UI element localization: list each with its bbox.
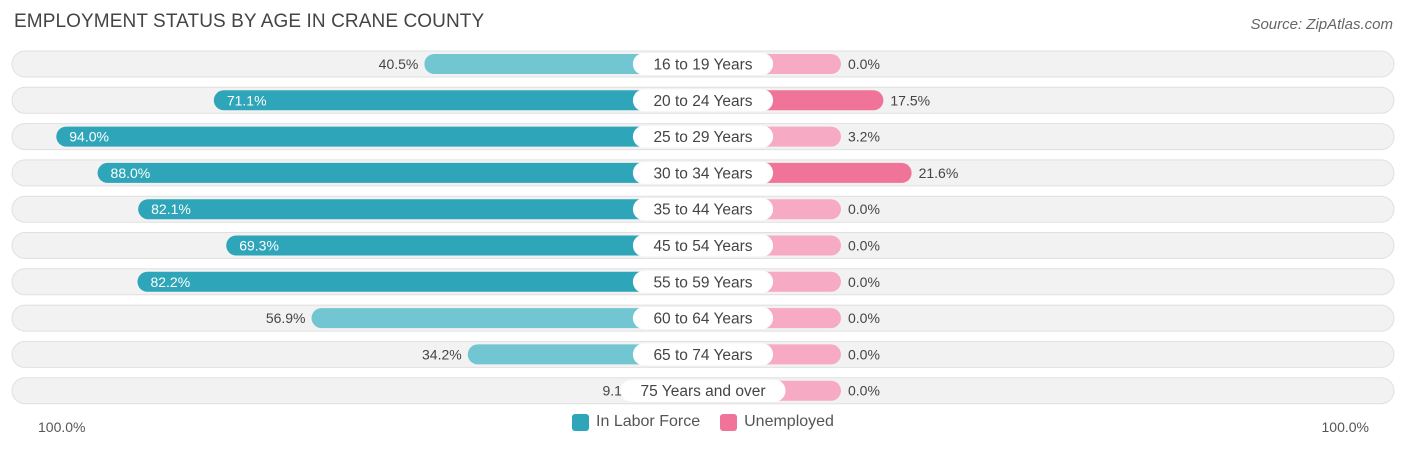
unemployed-value-label: 0.0%	[848, 201, 880, 217]
category-label: 30 to 34 Years	[653, 165, 752, 182]
category-pill	[632, 161, 774, 184]
labor-force-bar	[213, 90, 703, 111]
unemployed-value-label: 21.6%	[919, 165, 959, 181]
legend-swatch-unemployed	[720, 413, 738, 431]
category-label: 16 to 19 Years	[653, 57, 752, 74]
category-label: 25 to 29 Years	[653, 129, 752, 146]
labor-force-bar	[56, 126, 703, 147]
category-pill	[632, 307, 774, 330]
labor-value-label: 69.3%	[239, 238, 279, 254]
unemployed-value-label: 0.0%	[848, 56, 880, 72]
labor-force-bar	[424, 54, 703, 74]
labor-force-bar	[226, 235, 703, 256]
chart-title: EMPLOYMENT STATUS BY AGE IN CRANE COUNTY	[14, 11, 485, 32]
labor-value-label: 82.2%	[150, 274, 190, 290]
axis-left-label: 100.0%	[38, 419, 86, 435]
unemployed-value-label: 0.0%	[848, 310, 880, 326]
unemployed-value-label: 0.0%	[848, 274, 880, 290]
legend: In Labor Force Unemployed	[0, 413, 1406, 431]
category-pill	[620, 379, 786, 402]
labor-force-bar	[137, 271, 704, 292]
category-label: 75 Years and over	[641, 383, 766, 400]
labor-force-bar	[311, 308, 703, 329]
unemployed-value-label: 17.5%	[890, 92, 930, 108]
category-label: 45 to 54 Years	[653, 238, 752, 255]
unemployed-value-label: 0.0%	[848, 238, 880, 254]
legend-label-unemployed: Unemployed	[744, 413, 834, 430]
unemployed-value-label: 0.0%	[848, 346, 880, 362]
labor-value-label: 71.1%	[227, 92, 267, 108]
category-pill	[632, 234, 774, 257]
category-pill	[632, 270, 774, 293]
labor-value-label: 34.2%	[422, 346, 462, 362]
category-label: 60 to 64 Years	[653, 311, 752, 328]
labor-value-label: 56.9%	[266, 310, 306, 326]
category-label: 20 to 24 Years	[653, 93, 752, 110]
category-pill	[632, 343, 774, 366]
unemployed-value-label: 0.0%	[848, 383, 880, 399]
category-pill	[632, 53, 774, 75]
unemployed-value-label: 3.2%	[848, 129, 880, 145]
labor-value-label: 82.1%	[151, 201, 191, 217]
legend-swatch-labor	[572, 413, 590, 431]
category-pill	[632, 125, 774, 148]
legend-item-labor: In Labor Force	[572, 413, 700, 431]
diverging-bar-chart: 40.5% 0.0% 16 to 19 Years 71.1% 17.5% 20 to 2…	[11, 50, 1395, 405]
category-label: 65 to 74 Years	[653, 347, 752, 364]
labor-value-label: 88.0%	[111, 165, 151, 181]
legend-item-unemployed: Unemployed	[720, 413, 834, 431]
labor-force-bar	[138, 199, 704, 220]
category-label: 35 to 44 Years	[653, 202, 752, 219]
legend-label-labor: In Labor Force	[596, 413, 701, 430]
category-label: 55 to 59 Years	[653, 274, 752, 291]
labor-value-label: 40.5%	[379, 56, 419, 72]
labor-value-label: 94.0%	[69, 129, 109, 145]
category-pill	[632, 198, 774, 221]
source-label: Source: ZipAtlas.com	[1250, 16, 1393, 33]
labor-force-bar	[97, 162, 703, 183]
axis-right-label: 100.0%	[1321, 419, 1369, 435]
category-pill	[632, 89, 774, 112]
